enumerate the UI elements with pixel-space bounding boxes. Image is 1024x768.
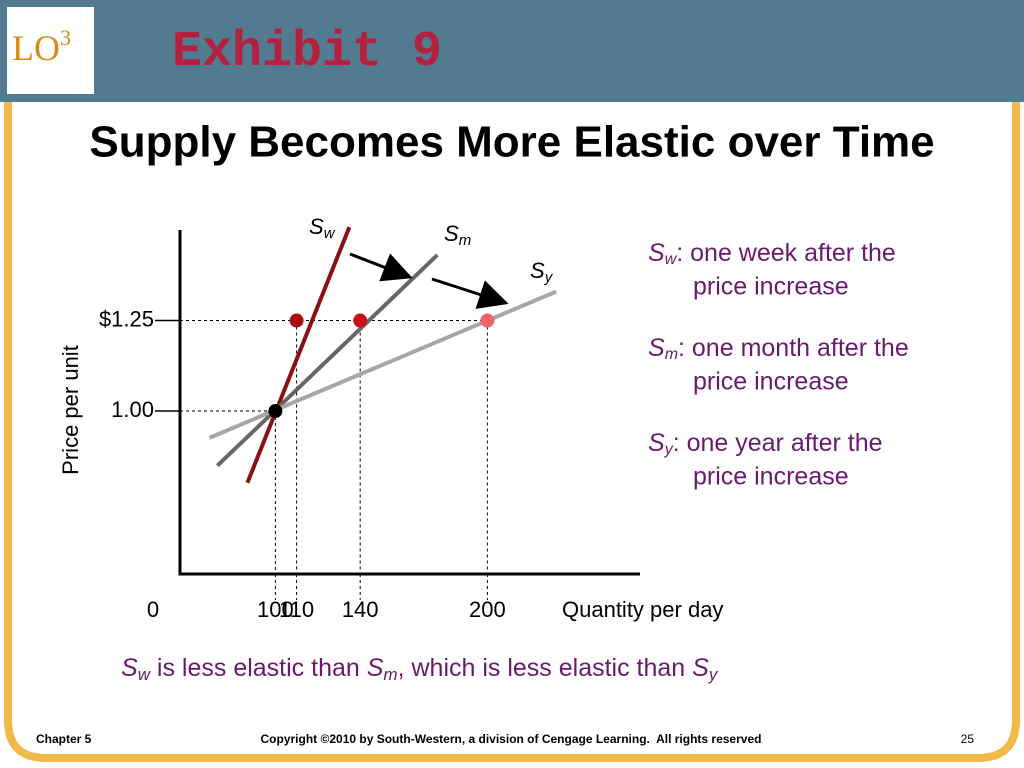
- x-axis-label: Quantity per day: [562, 597, 723, 622]
- footer-page: 25: [961, 732, 975, 746]
- caption-part: , which is less elastic than: [398, 654, 693, 682]
- note-text: : one month after the: [678, 334, 909, 362]
- note: Sw: one week after the: [648, 239, 896, 269]
- x-tick-label: 110: [279, 597, 314, 622]
- note-text2: price increase: [693, 463, 849, 491]
- origin-label: 0: [147, 597, 159, 622]
- curve-label-sub: y: [544, 269, 554, 286]
- point: [353, 313, 368, 328]
- y-axis-label: Price per unit: [58, 345, 83, 475]
- shift-arrow: [431, 277, 509, 309]
- curve-label: Sy: [530, 258, 554, 286]
- caption-part: S: [367, 654, 384, 682]
- note-name: S: [648, 334, 665, 362]
- curve-label: Sw: [309, 214, 336, 242]
- x-tick-label: 200: [469, 597, 506, 622]
- caption-part: S: [121, 654, 138, 682]
- note-name: S: [648, 429, 665, 457]
- curve-label-sub: m: [459, 232, 472, 249]
- chart: 0 Quantity per day Price per unit 1.00 $1.25…: [58, 214, 724, 622]
- y-tick-label: 1.00: [111, 397, 154, 422]
- exhibit-title: Exhibit 9: [172, 24, 442, 81]
- note-sub: w: [665, 251, 678, 268]
- logo: LO3: [12, 25, 71, 68]
- point: [289, 313, 304, 328]
- point: [480, 313, 495, 328]
- note: Sy: one year after the: [648, 429, 883, 459]
- note-text: : one year after the: [673, 429, 883, 457]
- supply-curve: [245, 226, 352, 484]
- logo-text: LO: [12, 28, 60, 68]
- note-sub: y: [664, 441, 674, 458]
- chart-title: Supply Becomes More Elastic over Time: [89, 118, 934, 167]
- caption-part: S: [692, 654, 709, 682]
- note-text2: price increase: [693, 368, 849, 396]
- note-name: S: [648, 239, 665, 267]
- caption-part: m: [383, 665, 397, 684]
- x-tick-label: 100: [257, 597, 294, 622]
- curve-label-name: S: [444, 221, 459, 246]
- curve-label: Sm: [444, 221, 471, 249]
- axes: [178, 230, 640, 576]
- footer-copyright: Copyright ©2010 by South-Western, a divi…: [261, 732, 762, 746]
- caption: Sw is less elastic than Sm, which is les…: [121, 654, 719, 685]
- slide-frame: [4, 102, 1020, 762]
- shift-arrow: [349, 252, 413, 282]
- y-tick-label: $1.25: [99, 306, 154, 331]
- caption-part: w: [138, 665, 152, 684]
- logo-sup: 3: [60, 25, 71, 50]
- logo-box: [7, 7, 94, 94]
- note-text: : one week after the: [676, 239, 896, 267]
- curve-label-name: S: [309, 214, 324, 239]
- note: Sm: one month after the: [648, 334, 909, 364]
- caption-part: y: [708, 665, 719, 684]
- supply-curve: [215, 253, 439, 468]
- footer-chapter: Chapter 5: [36, 732, 92, 746]
- note-text2: price increase: [693, 273, 849, 301]
- curve-label-sub: w: [324, 225, 336, 242]
- point: [268, 404, 283, 419]
- supply-curve: [208, 289, 558, 440]
- x-tick-label: 140: [342, 597, 379, 622]
- curve-label-name: S: [530, 258, 545, 283]
- header-bar: [0, 0, 1024, 102]
- caption-part: is less elastic than: [150, 654, 367, 682]
- note-sub: m: [665, 346, 678, 363]
